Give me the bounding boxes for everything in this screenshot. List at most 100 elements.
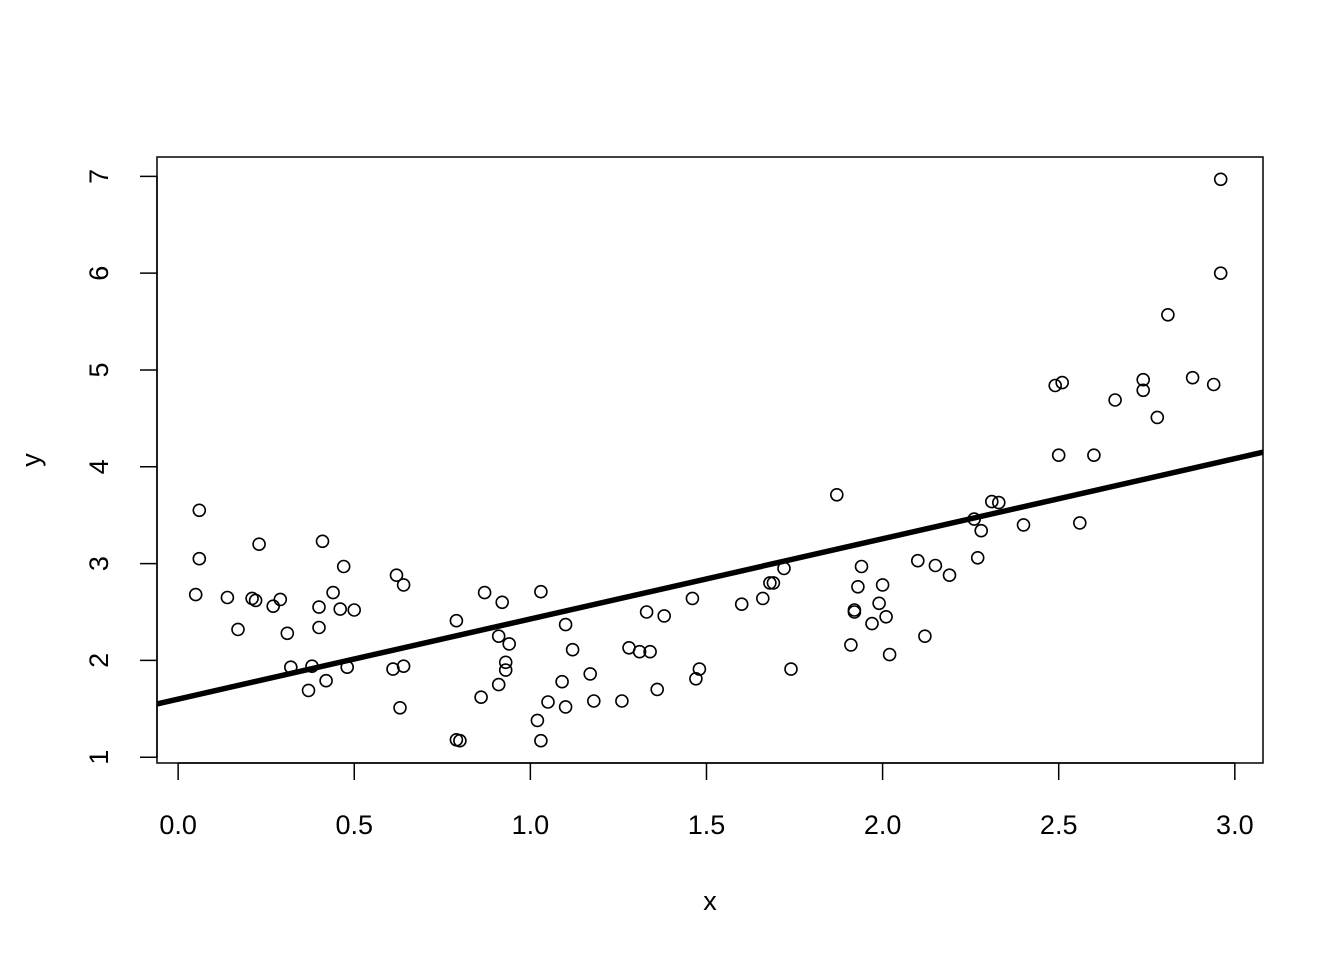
data-point	[477, 585, 492, 600]
data-point	[491, 629, 506, 644]
data-point	[692, 662, 707, 676]
data-point	[974, 523, 989, 538]
y-tick-label: 6	[84, 266, 114, 281]
data-point	[872, 596, 886, 611]
data-point	[829, 487, 844, 502]
data-point	[1185, 370, 1200, 385]
data-point	[847, 605, 862, 619]
data-point	[498, 655, 513, 670]
data-point	[1206, 377, 1221, 392]
data-point	[266, 599, 281, 614]
data-point	[583, 667, 598, 681]
data-point	[453, 733, 467, 748]
x-tick-label: 1.5	[688, 810, 726, 840]
data-point	[530, 713, 545, 728]
data-point	[615, 694, 629, 708]
data-point	[882, 647, 897, 662]
data-point	[347, 603, 362, 617]
data-point	[312, 620, 326, 635]
regression-line-layer	[157, 449, 1263, 707]
data-point	[1213, 266, 1228, 281]
data-point	[541, 695, 555, 709]
data-point	[918, 629, 932, 644]
data-point	[495, 595, 510, 610]
data-point	[1136, 372, 1150, 387]
y-axis-label: y	[16, 453, 46, 467]
data-point	[534, 584, 548, 599]
x-tick-label: 0.5	[335, 810, 373, 840]
data-point	[188, 587, 203, 602]
data-point	[393, 700, 407, 715]
data-point	[1108, 393, 1122, 407]
data-point	[252, 537, 266, 552]
y-tick-label: 7	[84, 169, 114, 184]
data-point	[766, 576, 781, 590]
data-point	[192, 551, 207, 566]
data-point	[879, 609, 893, 624]
data-point	[657, 609, 672, 623]
data-point	[650, 682, 665, 697]
data-point	[851, 579, 865, 594]
data-point	[763, 576, 777, 590]
data-point	[319, 673, 333, 688]
data-point	[248, 593, 263, 608]
data-point	[502, 637, 517, 651]
data-point	[1150, 410, 1165, 425]
x-tick-label: 2.5	[1040, 810, 1078, 840]
data-point	[192, 503, 207, 518]
data-point	[865, 616, 879, 631]
data-point	[301, 683, 316, 698]
data-point	[928, 558, 943, 573]
data-point	[643, 644, 657, 659]
data-point	[755, 591, 770, 606]
points-layer	[188, 172, 1228, 748]
data-point	[844, 638, 858, 652]
x-tick-label: 2.0	[864, 810, 902, 840]
data-point	[558, 700, 573, 714]
data-point	[632, 644, 647, 659]
data-point	[312, 600, 326, 614]
data-point	[498, 663, 513, 677]
data-point	[315, 534, 330, 549]
data-point	[558, 617, 573, 632]
x-axis: 0.0 0.5 1.0 1.5 2.0 2.5 3.0	[159, 762, 1254, 840]
data-point	[984, 494, 999, 509]
data-point	[491, 677, 506, 692]
data-point	[1087, 448, 1101, 463]
data-point	[336, 559, 351, 574]
data-point	[333, 602, 348, 616]
data-point	[784, 662, 798, 676]
data-point	[1051, 448, 1066, 463]
data-point	[1136, 383, 1150, 398]
data-point	[273, 592, 288, 607]
x-tick-label: 1.0	[512, 810, 550, 840]
data-point	[910, 553, 925, 568]
x-tick-label: 3.0	[1216, 810, 1254, 840]
y-tick-label: 5	[84, 362, 114, 377]
data-point	[280, 626, 295, 641]
y-axis: 1 2 3 4 5 6 7	[84, 169, 158, 765]
data-point	[534, 733, 548, 748]
data-point	[875, 578, 890, 592]
y-tick-label: 3	[84, 556, 114, 571]
data-point	[1048, 378, 1062, 393]
data-point	[396, 659, 411, 674]
data-point	[685, 591, 700, 606]
data-point	[854, 559, 869, 574]
data-point	[970, 550, 985, 565]
data-point	[1055, 375, 1069, 390]
data-point	[231, 622, 245, 637]
data-point	[220, 590, 235, 605]
regression-line	[157, 449, 1263, 707]
data-point	[326, 585, 340, 600]
y-tick-label: 2	[84, 653, 114, 668]
x-axis-label: x	[703, 886, 717, 916]
y-tick-label: 1	[84, 750, 114, 765]
data-point	[991, 495, 1006, 510]
data-point	[942, 568, 957, 583]
x-tick-label: 0.0	[159, 810, 197, 840]
data-point	[396, 578, 411, 592]
data-point	[689, 671, 703, 686]
data-point	[474, 690, 488, 705]
